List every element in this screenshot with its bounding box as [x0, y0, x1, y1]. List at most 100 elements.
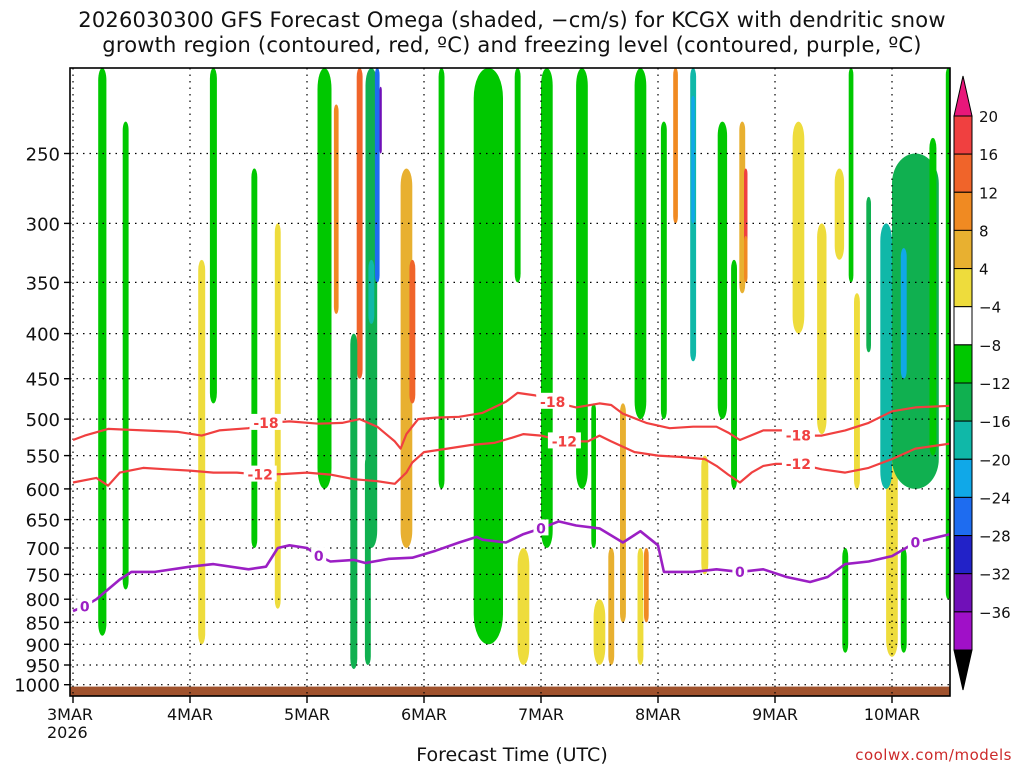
dgz-contour--12-label-bg-1 — [547, 432, 581, 449]
omega-cell-45 — [866, 196, 871, 353]
colorbar-label-6: −8 — [979, 337, 1001, 355]
colorbar-segment-10 — [953, 496, 973, 536]
colorbar-segment-6 — [953, 344, 973, 384]
y-tick-label-450: 450 — [26, 370, 60, 391]
colorbar-label-9: −20 — [979, 451, 1011, 469]
chart-title-line-2: growth region (contoured, red, ºC) and f… — [102, 33, 922, 57]
omega-cell-6 — [317, 68, 332, 489]
freezing-level-contour — [72, 520, 950, 613]
plot-frame — [69, 67, 951, 697]
omega-cell-33 — [691, 95, 695, 224]
colorbar: 20 16 12 8 4 −4 −8 −12 −16 −20 −24 −28 −32 −36 — [953, 75, 1011, 691]
colorbar-segment-8 — [953, 420, 973, 460]
y-tick-label-350: 350 — [26, 273, 60, 294]
colorbar-label-2: 12 — [979, 184, 998, 202]
y-tick-label-750: 750 — [26, 565, 60, 586]
x-tick-label-6MAR: 6MAR — [401, 705, 447, 724]
omega-cell-30 — [660, 121, 667, 420]
omega-cell-47 — [886, 434, 898, 657]
colorbar-label-12: −32 — [979, 566, 1011, 584]
omega-cell-20 — [514, 68, 521, 283]
y-axis: 2503003504004505005506006507007508008509… — [14, 145, 70, 697]
omega-cell-38 — [731, 259, 737, 489]
x-tick-label-7MAR: 7MAR — [518, 705, 564, 724]
freezing-level-contour-label-bg-0 — [77, 597, 93, 614]
contour-lines: -18 -18 -18 -12 -12 -12 0 0 0 0 0 — [72, 391, 950, 615]
omega-cell-18 — [473, 68, 503, 645]
y-tick-label-1000: 1000 — [14, 676, 60, 697]
omega-cell-43 — [848, 68, 854, 283]
colorbar-label-5: −4 — [979, 299, 1001, 317]
colorbar-label-10: −24 — [979, 489, 1011, 507]
omega-cell-29 — [644, 548, 649, 623]
omega-cell-8 — [356, 68, 363, 379]
x-axis-label: Forecast Time (UTC) — [416, 744, 608, 766]
omega-cell-35 — [739, 121, 746, 294]
omega-cell-49 — [892, 153, 939, 489]
omega-cell-27 — [637, 548, 644, 665]
freezing-level-contour-label-1: 0 — [314, 549, 324, 565]
dgz-contour--12-label-2: -12 — [786, 457, 811, 473]
colorbar-segment-11 — [953, 535, 973, 575]
freezing-level-contour-label-bg-3 — [732, 562, 748, 579]
omega-cell-16 — [409, 259, 416, 404]
x-tick-label-8MAR: 8MAR — [635, 705, 681, 724]
ground-layer — [70, 686, 950, 696]
omega-cell-26 — [620, 403, 626, 623]
colorbar-label-4: 4 — [979, 261, 989, 279]
freezing-level-contour-label-3: 0 — [735, 565, 745, 581]
y-tick-label-650: 650 — [26, 511, 60, 532]
omega-cell-44 — [854, 293, 860, 489]
dgz-contour--18-label-2: -18 — [786, 429, 811, 445]
omega-cell-51 — [900, 248, 907, 379]
colorbar-segment-4 — [953, 268, 973, 308]
omega-cell-21 — [541, 68, 553, 548]
colorbar-label-1: 16 — [979, 146, 998, 164]
omega-cell-37 — [744, 235, 748, 283]
omega-cell-12 — [379, 86, 382, 154]
credit-link[interactable]: coolwx.com/models — [855, 746, 1012, 764]
omega-cell-4 — [251, 168, 258, 548]
omega-cell-9 — [350, 333, 358, 669]
omega-cell-28 — [634, 68, 647, 420]
dgz-contour--12-label-1: -12 — [552, 434, 577, 450]
colorbar-segment-9 — [953, 458, 973, 498]
y-tick-label-300: 300 — [26, 214, 60, 235]
omega-cell-24 — [593, 599, 606, 665]
omega-cell-40 — [792, 121, 805, 334]
y-tick-label-950: 950 — [26, 656, 60, 677]
omega-cell-42 — [834, 168, 845, 260]
y-tick-label-850: 850 — [26, 613, 60, 634]
omega-cell-41 — [817, 223, 827, 435]
colorbar-label-0: 20 — [979, 108, 998, 126]
x-tick-label-4MAR: 4MAR — [167, 705, 213, 724]
omega-cell-50 — [880, 223, 892, 489]
colorbar-label-13: −36 — [979, 604, 1011, 622]
chart-title-line-1: 2026030300 GFS Forecast Omega (shaded, −… — [78, 8, 946, 32]
y-tick-label-250: 250 — [26, 145, 60, 166]
omega-cell-0 — [98, 68, 107, 636]
y-tick-label-500: 500 — [26, 410, 60, 431]
omega-cell-48 — [900, 548, 907, 653]
omega-cell-11 — [374, 68, 380, 283]
freezing-level-contour-label-4: 0 — [911, 536, 921, 552]
omega-cell-39 — [701, 455, 709, 575]
omega-cell-15 — [400, 168, 413, 548]
omega-cell-31 — [673, 68, 678, 224]
colorbar-segment-5 — [953, 306, 973, 346]
omega-cell-52 — [929, 137, 937, 456]
freezing-level-contour-label-0: 0 — [80, 599, 90, 615]
colorbar-segment-2 — [953, 191, 973, 231]
colorbar-top-arrow — [953, 75, 973, 117]
omega-cell-17 — [438, 68, 445, 489]
colorbar-label-8: −16 — [979, 413, 1011, 431]
omega-cell-22 — [576, 68, 588, 489]
x-tick-label-5MAR: 5MAR — [284, 705, 330, 724]
dgz-contour--18-label-bg-2 — [781, 426, 815, 443]
colorbar-label-3: 8 — [979, 222, 989, 240]
x-tick-label-3MAR: 3MAR — [47, 705, 93, 724]
omega-cell-7 — [333, 104, 339, 314]
ground-fill — [70, 686, 950, 696]
